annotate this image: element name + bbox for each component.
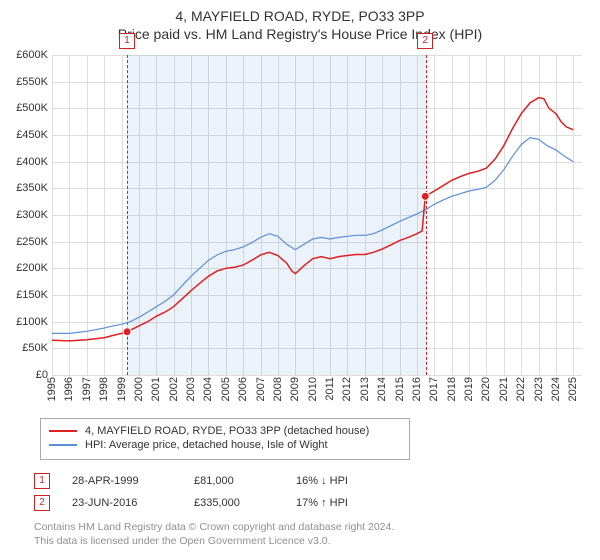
sale-marker-2: 2 (34, 495, 50, 511)
sale-marker-1: 1 (34, 473, 50, 489)
plot-svg (52, 55, 582, 375)
legend-box: 4, MAYFIELD ROAD, RYDE, PO33 3PP (detach… (40, 418, 410, 460)
sale-hpi-2: 17% ↑ HPI (296, 497, 386, 509)
y-axis-label: £200K (2, 262, 48, 274)
y-axis-label: £300K (2, 209, 48, 221)
x-axis-label: 1999 (116, 377, 128, 401)
x-axis-label: 1995 (46, 377, 58, 401)
x-axis-label: 2002 (168, 377, 180, 401)
legend-swatch-hpi (49, 444, 77, 446)
x-axis-label: 2003 (185, 377, 197, 401)
x-axis-label: 2014 (376, 377, 388, 401)
y-axis-label: £400K (2, 156, 48, 168)
sale-point-marker (421, 192, 429, 200)
sales-table: 1 28-APR-1999 £81,000 16% ↓ HPI 2 23-JUN… (34, 468, 386, 516)
y-axis-label: £350K (2, 182, 48, 194)
gridline-h (52, 375, 582, 376)
legend-label-price: 4, MAYFIELD ROAD, RYDE, PO33 3PP (detach… (85, 425, 369, 437)
chart-title: 4, MAYFIELD ROAD, RYDE, PO33 3PP (0, 8, 600, 24)
x-axis-label: 1996 (63, 377, 75, 401)
legend-item-price: 4, MAYFIELD ROAD, RYDE, PO33 3PP (detach… (49, 425, 401, 437)
x-axis-label: 2008 (272, 377, 284, 401)
chart-area: £0£50K£100K£150K£200K£250K£300K£350K£400… (52, 55, 582, 375)
x-axis-label: 1997 (81, 377, 93, 401)
sale-point-marker (123, 328, 131, 336)
chart-marker-box: 1 (119, 33, 135, 49)
x-axis-label: 2013 (359, 377, 371, 401)
legend-item-hpi: HPI: Average price, detached house, Isle… (49, 439, 401, 451)
x-axis-label: 2010 (307, 377, 319, 401)
x-axis-label: 2011 (324, 377, 336, 401)
x-axis-label: 2004 (202, 377, 214, 401)
y-axis-label: £0 (2, 369, 48, 381)
chart-subtitle: Price paid vs. HM Land Registry's House … (0, 26, 600, 42)
y-axis-label: £100K (2, 316, 48, 328)
sale-price-2: £335,000 (194, 497, 274, 509)
footer-line-2: This data is licensed under the Open Gov… (34, 534, 590, 548)
x-axis-label: 2019 (463, 377, 475, 401)
x-axis-label: 2016 (411, 377, 423, 401)
y-axis-label: £600K (2, 49, 48, 61)
x-axis-label: 2009 (289, 377, 301, 401)
y-axis-label: £450K (2, 129, 48, 141)
y-axis-label: £500K (2, 102, 48, 114)
sale-price-1: £81,000 (194, 475, 274, 487)
x-axis-label: 2007 (255, 377, 267, 401)
x-axis-label: 2012 (341, 377, 353, 401)
series-line-hpi (52, 138, 573, 334)
x-axis-label: 2001 (150, 377, 162, 401)
sale-hpi-1: 16% ↓ HPI (296, 475, 386, 487)
x-axis-label: 2000 (133, 377, 145, 401)
x-axis-label: 2023 (533, 377, 545, 401)
title-block: 4, MAYFIELD ROAD, RYDE, PO33 3PP Price p… (0, 0, 600, 42)
sale-row-2: 2 23-JUN-2016 £335,000 17% ↑ HPI (34, 494, 386, 512)
legend-label-hpi: HPI: Average price, detached house, Isle… (85, 439, 328, 451)
y-axis-label: £50K (2, 342, 48, 354)
x-axis-label: 2018 (446, 377, 458, 401)
sale-row-1: 1 28-APR-1999 £81,000 16% ↓ HPI (34, 472, 386, 490)
x-axis-label: 2015 (394, 377, 406, 401)
y-axis-label: £150K (2, 289, 48, 301)
chart-marker-box: 2 (417, 33, 433, 49)
sale-date-2: 23-JUN-2016 (72, 497, 172, 509)
x-axis-label: 2025 (567, 377, 579, 401)
x-axis-label: 1998 (98, 377, 110, 401)
x-axis-label: 2006 (237, 377, 249, 401)
x-axis-label: 2005 (220, 377, 232, 401)
x-axis-label: 2020 (480, 377, 492, 401)
series-line-price (52, 98, 573, 341)
x-axis-label: 2017 (428, 377, 440, 401)
x-axis-label: 2021 (498, 377, 510, 401)
legend-swatch-price (49, 430, 77, 432)
sale-date-1: 28-APR-1999 (72, 475, 172, 487)
x-axis-label: 2024 (550, 377, 562, 401)
y-axis-label: £550K (2, 76, 48, 88)
y-axis-label: £250K (2, 236, 48, 248)
x-axis-label: 2022 (515, 377, 527, 401)
footer-attribution: Contains HM Land Registry data © Crown c… (34, 520, 590, 548)
footer-line-1: Contains HM Land Registry data © Crown c… (34, 520, 590, 534)
